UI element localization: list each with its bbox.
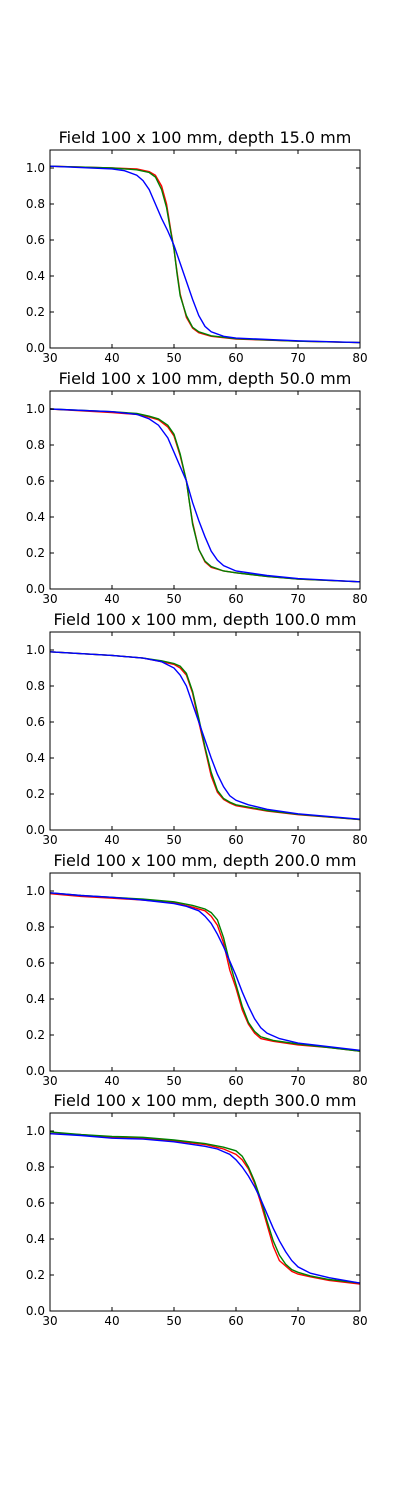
y-tick-label: 0.2 — [26, 1268, 45, 1282]
y-tick-label: 0.8 — [26, 1160, 45, 1174]
y-tick-label: 0.8 — [26, 438, 45, 452]
x-tick-label: 60 — [228, 1314, 243, 1328]
y-tick-label: 0.6 — [26, 233, 45, 247]
plot-frame — [49, 872, 361, 1072]
x-tick-label: 50 — [166, 1314, 181, 1328]
x-tick-label: 70 — [290, 592, 305, 606]
series-group — [50, 165, 360, 344]
x-tick-label: 50 — [166, 592, 181, 606]
x-tick-label: 30 — [42, 351, 57, 365]
chart-4: Field 100 x 100 mm, depth 200.0 mm 30 40 50… — [26, 851, 368, 1088]
series-line-blue — [50, 408, 360, 583]
x-tick-label: 40 — [104, 1314, 119, 1328]
series-line-blue — [50, 165, 360, 344]
x-tick-label: 40 — [104, 833, 119, 847]
y-tick-label: 0.4 — [26, 1232, 45, 1246]
x-tick-label: 50 — [166, 351, 181, 365]
x-tick-label: 40 — [104, 1074, 119, 1088]
y-tick-label: 0.6 — [26, 474, 45, 488]
x-tick-label: 80 — [352, 1074, 367, 1088]
y-tick-label: 0.8 — [26, 197, 45, 211]
y-tick-label: 0.2 — [26, 1028, 45, 1042]
series-line-red — [50, 408, 360, 583]
plot-frame — [49, 390, 361, 590]
x-tick-label: 40 — [104, 351, 119, 365]
chart-title: Field 100 x 100 mm, depth 50.0 mm — [59, 369, 352, 388]
plot-frame — [49, 149, 361, 349]
plot-frame — [49, 1112, 361, 1312]
x-tick-label: 30 — [42, 833, 57, 847]
x-tick-label: 80 — [352, 1314, 367, 1328]
series-group — [50, 651, 360, 821]
y-tick-label: 0.0 — [26, 341, 45, 355]
series-line-green — [50, 892, 360, 1052]
x-tick-label: 60 — [228, 351, 243, 365]
x-tick-label: 40 — [104, 592, 119, 606]
x-tick-label: 70 — [290, 1314, 305, 1328]
chart-2: Field 100 x 100 mm, depth 50.0 mm 30 40 50 6… — [26, 369, 368, 606]
x-tick-label: 70 — [290, 833, 305, 847]
y-tick-label: 0.2 — [26, 787, 45, 801]
y-tick-label: 1.0 — [26, 1124, 45, 1138]
chart-title: Field 100 x 100 mm, depth 300.0 mm — [54, 1091, 357, 1110]
x-tick-label: 70 — [290, 351, 305, 365]
x-tick-label: 80 — [352, 833, 367, 847]
x-tick-label: 60 — [228, 1074, 243, 1088]
y-tick-label: 0.6 — [26, 1196, 45, 1210]
y-tick-label: 0.6 — [26, 715, 45, 729]
y-tick-label: 0.8 — [26, 679, 45, 693]
plot-frame — [49, 631, 361, 831]
series-line-red — [50, 651, 360, 821]
series-line-green — [50, 651, 360, 821]
chart-title: Field 100 x 100 mm, depth 200.0 mm — [54, 851, 357, 870]
y-tick-label: 1.0 — [26, 161, 45, 175]
y-tick-label: 1.0 — [26, 643, 45, 657]
y-tick-label: 0.2 — [26, 305, 45, 319]
series-line-green — [50, 165, 360, 344]
y-tick-label: 0.4 — [26, 992, 45, 1006]
y-tick-label: 0.0 — [26, 1064, 45, 1078]
y-tick-label: 0.0 — [26, 1304, 45, 1318]
x-tick-label: 50 — [166, 833, 181, 847]
y-tick-label: 0.0 — [26, 582, 45, 596]
chart-5: Field 100 x 100 mm, depth 300.0 mm 30 40 50… — [26, 1091, 368, 1328]
y-tick-label: 1.0 — [26, 884, 45, 898]
y-tick-label: 0.0 — [26, 823, 45, 837]
chart-3: Field 100 x 100 mm, depth 100.0 mm 30 40 50… — [26, 610, 368, 847]
series-group — [50, 892, 360, 1052]
x-tick-label: 30 — [42, 1074, 57, 1088]
y-tick-label: 0.4 — [26, 510, 45, 524]
series-line-red — [50, 165, 360, 344]
chart-1: Field 100 x 100 mm, depth 15.0 mm 30 40 50 6… — [26, 128, 368, 365]
x-tick-label: 80 — [352, 592, 367, 606]
x-tick-label: 70 — [290, 1074, 305, 1088]
x-tick-label: 30 — [42, 1314, 57, 1328]
y-tick-label: 0.8 — [26, 920, 45, 934]
series-line-blue — [50, 892, 360, 1051]
series-line-blue — [50, 651, 360, 820]
series-line-red — [50, 893, 360, 1052]
chart-title: Field 100 x 100 mm, depth 100.0 mm — [54, 610, 357, 629]
x-tick-label: 30 — [42, 592, 57, 606]
y-tick-label: 0.2 — [26, 546, 45, 560]
y-tick-label: 0.6 — [26, 956, 45, 970]
series-group — [50, 408, 360, 583]
series-group — [50, 1131, 360, 1285]
series-line-green — [50, 1131, 360, 1284]
x-tick-label: 80 — [352, 351, 367, 365]
x-tick-label: 50 — [166, 1074, 181, 1088]
y-tick-label: 1.0 — [26, 402, 45, 416]
y-tick-label: 0.4 — [26, 269, 45, 283]
chart-title: Field 100 x 100 mm, depth 15.0 mm — [59, 128, 352, 147]
series-line-red — [50, 1133, 360, 1285]
x-tick-label: 60 — [228, 592, 243, 606]
series-line-blue — [50, 1133, 360, 1284]
x-tick-label: 60 — [228, 833, 243, 847]
series-line-green — [50, 408, 360, 583]
y-tick-label: 0.4 — [26, 751, 45, 765]
